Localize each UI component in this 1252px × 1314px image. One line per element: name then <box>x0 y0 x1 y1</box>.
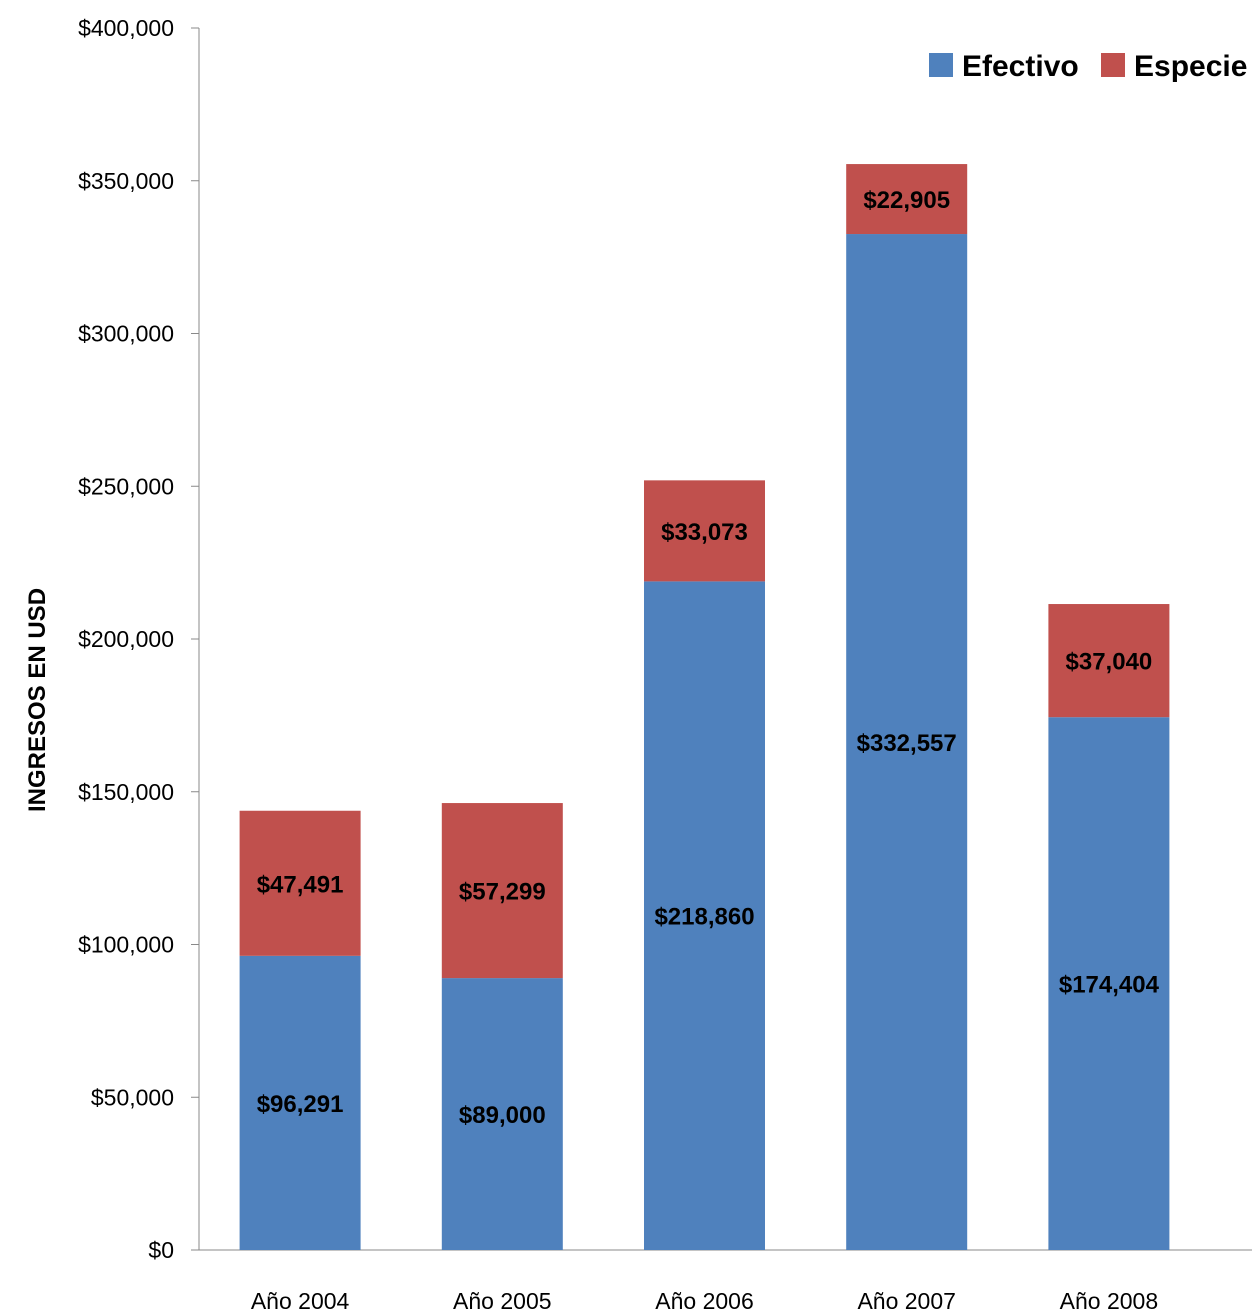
y-tick-label: $250,000 <box>78 473 174 499</box>
x-tick-label: Año 2007 <box>857 1288 955 1314</box>
legend-label-efectivo: Efectivo <box>962 50 1079 83</box>
y-axis: $0 $50,000 $100,000 $150,000 $200,000 $250,00… <box>78 15 199 1263</box>
data-label-efectivo: $89,000 <box>459 1102 546 1129</box>
y-axis-title: INGRESOS EN USD <box>24 588 51 812</box>
y-tick-label: $300,000 <box>78 321 174 347</box>
data-label-especie: $22,905 <box>863 187 950 214</box>
y-tick-label: $200,000 <box>78 626 174 652</box>
data-label-especie: $33,073 <box>661 519 748 546</box>
legend-label-especie: Especie <box>1134 50 1247 83</box>
y-tick-label: $400,000 <box>78 15 174 41</box>
data-label-especie: $57,299 <box>459 879 546 906</box>
data-label-especie: $37,040 <box>1066 649 1153 676</box>
bars <box>240 164 1170 1250</box>
y-tick-label: $150,000 <box>78 779 174 805</box>
x-tick-label: Año 2004 <box>251 1288 350 1314</box>
x-axis: Año 2004 Año 2005 Año 2006 Año 2007 Año 2008 <box>199 1250 1252 1314</box>
x-tick-label: Año 2006 <box>655 1288 753 1314</box>
y-tick-label: $50,000 <box>91 1084 174 1110</box>
y-tick-label: $0 <box>148 1237 174 1263</box>
y-tick-label: $100,000 <box>78 932 174 958</box>
x-tick-label: Año 2008 <box>1060 1288 1158 1314</box>
data-label-efectivo: $174,404 <box>1059 972 1160 999</box>
data-label-efectivo: $332,557 <box>857 730 957 757</box>
data-label-efectivo: $96,291 <box>257 1091 344 1118</box>
legend-swatch-efectivo <box>929 53 953 77</box>
legend: Efectivo Especie <box>929 50 1247 83</box>
y-tick-label: $350,000 <box>78 168 174 194</box>
data-label-especie: $47,491 <box>257 871 344 898</box>
legend-swatch-especie <box>1101 53 1125 77</box>
data-label-efectivo: $218,860 <box>654 904 754 931</box>
x-tick-label: Año 2005 <box>453 1288 551 1314</box>
